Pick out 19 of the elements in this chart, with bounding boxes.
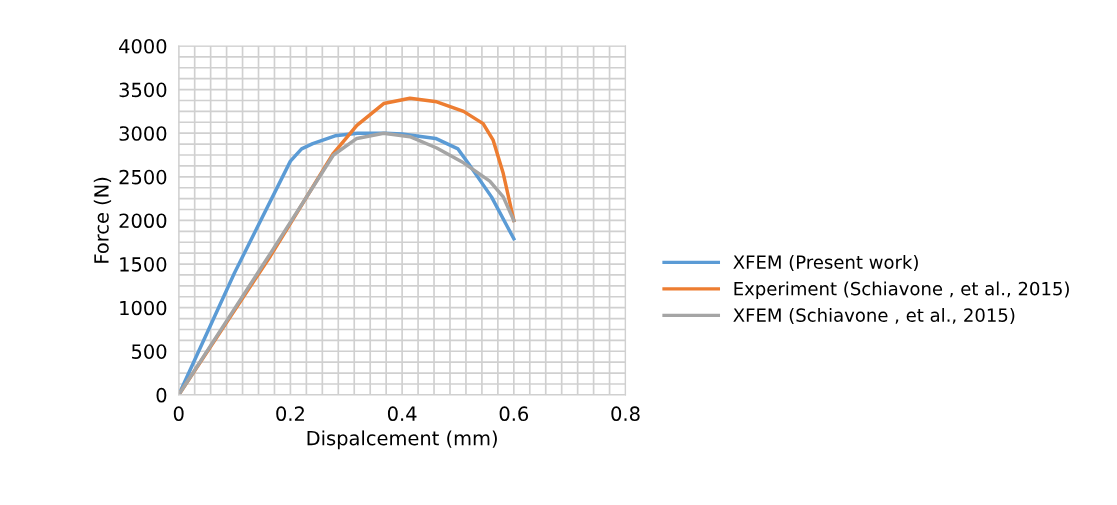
x-tick-label: 0 — [173, 406, 184, 422]
y-tick-label: 3500 — [119, 82, 167, 98]
legend-label: XFEM (Present work) — [733, 254, 918, 272]
y-tick-label: 3000 — [119, 126, 167, 141]
x-tick-label: 0.2 — [276, 406, 304, 422]
y-tick-label: 2000 — [119, 213, 167, 229]
x-axis-title: Dispalcement (mm) — [307, 430, 497, 450]
legend-label: Experiment (Schiavone , et al., 2015) — [734, 281, 1069, 299]
y-tick-label: 1000 — [120, 300, 167, 316]
x-tick-label: 0.6 — [499, 406, 529, 422]
y-tick-label: 2500 — [119, 169, 167, 185]
x-tick-label: 0.4 — [387, 406, 417, 422]
y-tick-label: 1500 — [120, 257, 167, 272]
y-tick-label: 4000 — [119, 38, 167, 54]
y-tick-label: 0 — [156, 387, 167, 403]
x-tick-label: 0.8 — [611, 406, 640, 422]
legend-label: XFEM (Schiavone , et al., 2015) — [733, 307, 1015, 325]
y-axis-title: Force (N) — [93, 177, 112, 263]
y-tick-label: 500 — [132, 344, 167, 359]
